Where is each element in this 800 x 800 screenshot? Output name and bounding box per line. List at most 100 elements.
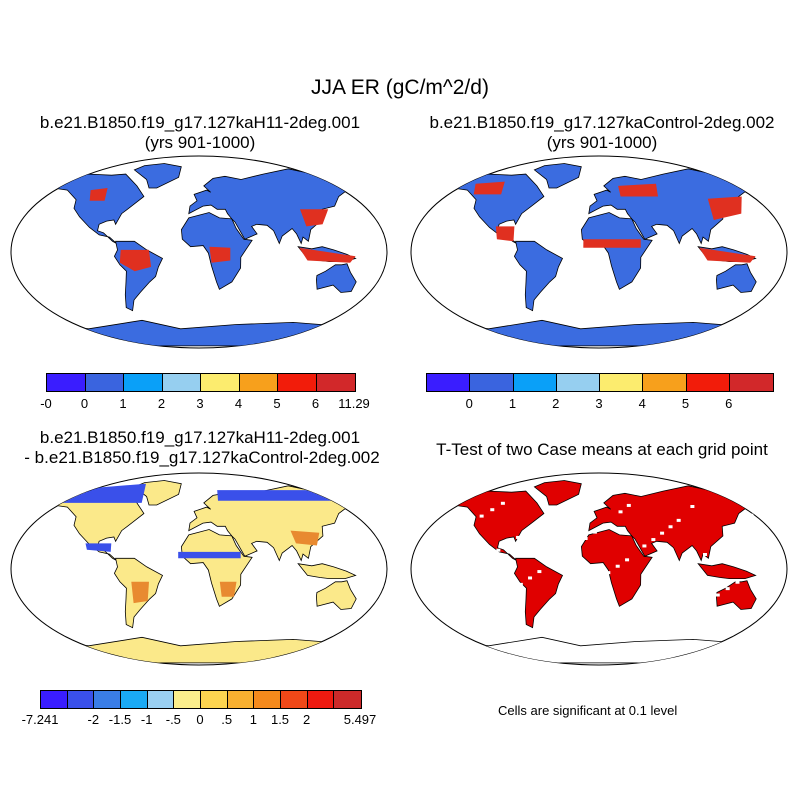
colorbar-swatch bbox=[41, 691, 68, 708]
landmass-greenland bbox=[533, 163, 582, 189]
non-significant-cell bbox=[684, 565, 689, 569]
landmass-australia bbox=[715, 263, 757, 293]
high-value-region bbox=[119, 249, 152, 272]
non-significant-cell bbox=[424, 601, 429, 604]
colorbar-tick-label: 4 bbox=[234, 396, 243, 411]
panel-subtitle-h11-years: (yrs 901-1000) bbox=[144, 133, 256, 152]
non-significant-cell bbox=[537, 570, 542, 574]
colorbar-swatch bbox=[307, 691, 335, 708]
non-significant-cell bbox=[735, 580, 740, 584]
non-significant-cell bbox=[528, 576, 533, 580]
map-ttest bbox=[410, 472, 788, 666]
map-control bbox=[410, 155, 788, 349]
non-significant-cell bbox=[647, 592, 652, 596]
colorbar-swatch bbox=[278, 374, 317, 391]
map-difference bbox=[10, 472, 388, 666]
negative-anomaly-region bbox=[217, 490, 370, 501]
main-title: JJA ER (gC/m^2/d) bbox=[311, 76, 489, 99]
high-value-region bbox=[131, 581, 149, 604]
non-significant-cell bbox=[459, 575, 464, 579]
non-significant-cell bbox=[725, 587, 730, 591]
colorbar-tick-label: 1 bbox=[119, 396, 127, 411]
non-significant-cell bbox=[675, 572, 680, 576]
non-significant-cell bbox=[642, 544, 647, 548]
non-significant-cell bbox=[500, 501, 505, 505]
non-significant-cell bbox=[690, 505, 695, 508]
colorbar-tick-label: 5 bbox=[681, 396, 690, 411]
colorbar-control bbox=[426, 373, 774, 392]
non-significant-cell bbox=[626, 503, 631, 507]
colorbar-swatch bbox=[162, 374, 201, 391]
colorbar-swatch bbox=[643, 374, 687, 391]
high-value-region bbox=[699, 247, 756, 263]
high-value-region bbox=[209, 246, 231, 263]
non-significant-cell bbox=[715, 593, 720, 597]
colorbar-tick-label: 5.497 bbox=[343, 712, 377, 727]
non-significant-cell bbox=[749, 513, 754, 517]
colorbar-tick-label: -2 bbox=[87, 712, 100, 727]
non-significant-cell bbox=[660, 531, 665, 535]
colorbar-swatch bbox=[85, 374, 124, 391]
high-value-region bbox=[300, 209, 329, 227]
colorbar-tick-label: .5 bbox=[221, 712, 233, 727]
landmass-south-america bbox=[513, 557, 564, 629]
non-significant-cell bbox=[496, 548, 501, 552]
non-significant-cell bbox=[618, 510, 623, 514]
colorbar-swatch bbox=[200, 691, 228, 708]
high-value-region bbox=[219, 581, 237, 597]
panel-title-ttest: T-Test of two Case means at each grid po… bbox=[436, 440, 768, 459]
colorbar-swatch bbox=[316, 374, 355, 391]
landmass-australia bbox=[315, 263, 357, 293]
non-significant-cell bbox=[592, 530, 597, 534]
significance-note: Cells are significant at 0.1 level bbox=[498, 703, 678, 718]
colorbar-swatch bbox=[124, 374, 163, 391]
panel-title-difference-line1: b.e21.B1850.f19_g17.127kaH11-2deg.001 bbox=[39, 428, 361, 447]
colorbar-tick-label: 0 bbox=[465, 396, 473, 411]
colorbar-swatch bbox=[334, 691, 361, 708]
landmass-indonesia bbox=[697, 563, 757, 579]
non-significant-cell bbox=[479, 514, 484, 518]
non-significant-cell bbox=[771, 554, 776, 558]
colorbar-tick-label: 3 bbox=[196, 396, 204, 411]
colorbar-tick-label: 11.29 bbox=[338, 396, 370, 411]
colorbar-swatch bbox=[94, 691, 121, 708]
colorbar-difference bbox=[40, 690, 362, 709]
non-significant-cell bbox=[554, 509, 559, 513]
colorbar-tick-label: 3 bbox=[595, 396, 603, 411]
non-significant-cell bbox=[587, 583, 592, 587]
negative-anomaly-region bbox=[85, 543, 112, 552]
colorbar-swatch bbox=[201, 374, 240, 391]
non-significant-cell bbox=[428, 547, 433, 551]
non-significant-cell bbox=[534, 522, 539, 526]
non-significant-cell bbox=[564, 549, 569, 553]
landmass-eurasia bbox=[588, 485, 768, 562]
landmass-australia bbox=[315, 580, 357, 610]
map-h11 bbox=[10, 155, 388, 349]
colorbar-tick-label: 1 bbox=[508, 396, 517, 411]
non-significant-cell bbox=[676, 518, 681, 522]
colorbar-tick-label: -7.241 bbox=[21, 712, 59, 727]
non-significant-cell bbox=[705, 599, 710, 603]
colorbar-swatch bbox=[227, 691, 255, 708]
high-value-region bbox=[473, 181, 505, 195]
non-significant-cell bbox=[486, 555, 491, 559]
colorbar-tick-label: 6 bbox=[725, 396, 733, 411]
non-significant-cell bbox=[615, 564, 620, 568]
landmass-africa bbox=[580, 529, 653, 607]
non-significant-cell bbox=[476, 561, 481, 565]
non-significant-cell bbox=[753, 566, 758, 570]
colorbar-tick-label: 2 bbox=[303, 712, 311, 727]
non-significant-cell bbox=[441, 588, 446, 592]
non-significant-cell bbox=[702, 553, 707, 556]
non-significant-cell bbox=[606, 571, 611, 575]
colorbar-swatch bbox=[470, 374, 514, 391]
colorbar-swatch bbox=[427, 374, 471, 391]
landmass-greenland bbox=[533, 480, 582, 506]
colorbar-swatch bbox=[686, 374, 730, 391]
non-significant-cell bbox=[509, 589, 514, 593]
non-significant-cell bbox=[668, 525, 673, 529]
high-value-region bbox=[299, 247, 356, 263]
high-value-region bbox=[583, 239, 641, 248]
colorbar-tick-label: 4 bbox=[638, 396, 646, 411]
colorbar-tick-label: -1.5 bbox=[108, 712, 132, 727]
